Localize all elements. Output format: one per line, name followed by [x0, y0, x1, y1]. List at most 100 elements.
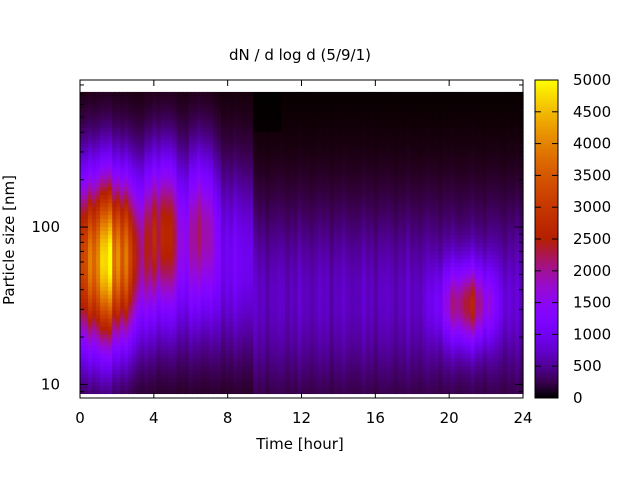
heatmap-cell: [277, 207, 282, 212]
heatmap-cell: [128, 374, 133, 379]
heatmap-cell: [184, 127, 190, 133]
heatmap-cell: [92, 330, 97, 336]
heatmap-cell: [128, 302, 133, 308]
heatmap-cell: [172, 362, 178, 367]
heatmap-cell: [120, 115, 125, 121]
heatmap-cell: [136, 390, 142, 395]
heatmap-cell: [204, 314, 210, 320]
heatmap-cell: [156, 370, 162, 375]
heatmap-cell: [148, 298, 154, 304]
heatmap-cell: [220, 314, 226, 320]
heatmap-cell: [212, 258, 218, 264]
heatmap-cell: [80, 378, 85, 383]
heatmap-cell: [208, 326, 214, 332]
heatmap-cell: [152, 179, 158, 184]
heatmap-cell: [80, 103, 85, 109]
heatmap-cell: [96, 322, 101, 328]
heatmap-cell: [249, 322, 254, 328]
heatmap-cell: [196, 338, 202, 343]
heatmap-cell: [325, 250, 331, 256]
heatmap-cell: [124, 199, 129, 204]
heatmap-cell: [212, 378, 218, 383]
heatmap-cell: [253, 103, 258, 109]
heatmap-cell: [160, 215, 166, 220]
heatmap-cell: [216, 370, 222, 375]
heatmap-cell: [100, 358, 105, 363]
heatmap-cell: [200, 302, 206, 308]
heatmap-cell: [192, 254, 198, 260]
heatmap-cell: [325, 143, 331, 149]
heatmap-cell: [152, 111, 158, 117]
heatmap-cell: [160, 143, 166, 149]
heatmap-cell: [96, 99, 101, 105]
heatmap-cell: [317, 334, 323, 339]
heatmap-cell: [156, 346, 162, 351]
heatmap-cell: [200, 171, 206, 177]
heatmap-cell: [269, 354, 274, 359]
heatmap-cell: [309, 350, 315, 355]
heatmap-cell: [313, 378, 319, 383]
heatmap-cell: [313, 115, 319, 121]
heatmap-cell: [140, 310, 146, 316]
heatmap-cell: [176, 167, 182, 173]
heatmap-cell: [261, 326, 266, 332]
heatmap-cell: [124, 330, 129, 336]
heatmap-cell: [293, 250, 299, 256]
heatmap-cell: [176, 330, 182, 336]
heatmap-cell: [325, 258, 331, 264]
heatmap-cell: [156, 159, 162, 165]
heatmap-cell: [321, 207, 327, 212]
heatmap-cell: [277, 83, 282, 89]
heatmap-cell: [100, 366, 105, 371]
heatmap-cell: [269, 83, 274, 89]
heatmap-cell: [92, 322, 97, 328]
heatmap-cell: [289, 246, 295, 252]
heatmap-cell: [144, 338, 150, 343]
heatmap-cell: [84, 366, 89, 371]
heatmap-cell: [176, 115, 182, 121]
heatmap-cell: [229, 306, 234, 312]
heatmap-cell: [96, 115, 101, 121]
heatmap-cell: [176, 183, 182, 188]
heatmap-cell: [212, 131, 218, 137]
heatmap-cell: [152, 358, 158, 363]
heatmap-cell: [192, 139, 198, 145]
heatmap-cell: [172, 235, 178, 240]
heatmap-cell: [285, 298, 291, 304]
heatmap-cell: [265, 378, 270, 383]
heatmap-cell: [216, 211, 222, 216]
heatmap-cell: [180, 370, 186, 375]
heatmap-cell: [313, 227, 319, 232]
heatmap-cell: [325, 274, 331, 280]
heatmap-cell: [325, 159, 331, 165]
heatmap-cell: [164, 207, 170, 212]
heatmap-cell: [204, 83, 210, 89]
heatmap-cell: [216, 107, 222, 113]
heatmap-cell: [289, 139, 295, 145]
heatmap-cell: [168, 91, 174, 97]
heatmap-cell: [216, 167, 222, 173]
heatmap-cell: [253, 219, 258, 224]
heatmap-cell: [249, 254, 254, 260]
heatmap-cell: [148, 390, 154, 395]
heatmap-cell: [212, 91, 218, 97]
heatmap-cell: [160, 342, 166, 347]
heatmap-cell: [108, 298, 113, 304]
heatmap-cell: [196, 207, 202, 212]
heatmap-cell: [273, 211, 278, 216]
heatmap-cell: [269, 231, 274, 236]
heatmap-cell: [196, 330, 202, 336]
heatmap-cell: [285, 326, 291, 332]
heatmap-cell: [297, 107, 303, 113]
heatmap-cell: [317, 143, 323, 149]
heatmap-cell: [196, 111, 202, 117]
heatmap-cell: [92, 171, 97, 177]
heatmap-cell: [305, 151, 311, 157]
heatmap-cell: [257, 322, 262, 328]
heatmap-cell: [168, 330, 174, 336]
heatmap-cell: [208, 306, 214, 312]
heatmap-cell: [128, 207, 133, 212]
heatmap-cell: [305, 330, 311, 336]
heatmap-cell: [233, 386, 238, 391]
heatmap-cell: [321, 286, 327, 292]
